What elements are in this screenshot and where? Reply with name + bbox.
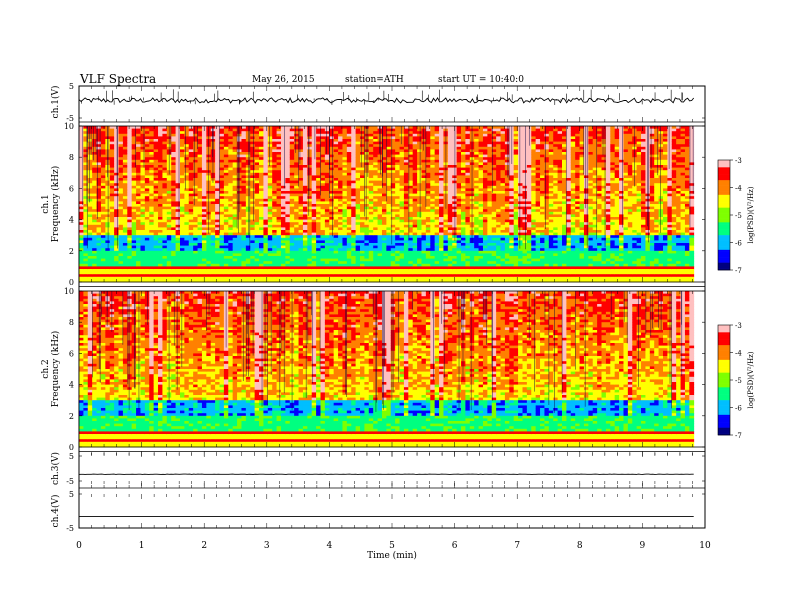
colorbar-label: log(PSD)(V²/Hz) (747, 186, 755, 243)
colorbar-tick-label: -4 (735, 350, 742, 358)
colorbar-tick-label: -6 (735, 240, 742, 248)
colorbar-tick-label: -4 (735, 185, 742, 193)
y-tick-label: 6 (69, 349, 74, 358)
y-tick-label: 0 (69, 443, 74, 452)
y-axis-label: ch.4(V) (50, 495, 61, 528)
y-tick-label: 0 (69, 278, 74, 287)
station-label: station=ATH (345, 75, 404, 85)
y-tick-label: 10 (64, 287, 74, 296)
y-tick-label: -5 (66, 477, 74, 486)
colorbar-tick-label: -3 (735, 157, 742, 165)
waveform-trace-1 (78, 97, 695, 104)
date-label: May 26, 2015 (252, 75, 315, 85)
colorbar-tick-label: -5 (735, 212, 742, 220)
y-tick-label: 4 (69, 381, 74, 390)
x-tick-label: 6 (452, 541, 458, 551)
colorbar-tick-label: -7 (735, 267, 742, 275)
colorbar-2: -3 -4 -5 -6 -7 log(PSD)(V²/Hz) (717, 157, 755, 275)
x-tick-label: 1 (139, 541, 145, 551)
colorbar-tick-label: -6 (735, 405, 742, 413)
y-tick-label: 5 (69, 452, 74, 461)
y-tick-label: 8 (69, 153, 74, 162)
y-axis-label: ch.3(V) (50, 452, 61, 485)
x-tick-label: 7 (514, 541, 520, 551)
y-tick-label: 4 (69, 216, 74, 225)
waveform-1 (78, 89, 695, 105)
colorbar-tick-label: -7 (735, 432, 742, 440)
x-tick-label: 5 (389, 541, 395, 551)
y-tick-label: 2 (69, 412, 74, 421)
y-axis-label: ch.1(V) (50, 86, 61, 119)
colorbar-label: log(PSD)(V²/Hz) (747, 351, 755, 408)
colorbar-3: -3 -4 -5 -6 -7 log(PSD)(V²/Hz) (717, 322, 755, 440)
chart-title: VLF Spectra (80, 72, 157, 86)
x-tick-label: 3 (264, 541, 270, 551)
y-tick-label: 5 (69, 82, 74, 91)
y-tick-label: 6 (69, 184, 74, 193)
x-tick-label: 4 (327, 541, 333, 551)
x-axis-label: Time (min) (367, 550, 417, 561)
spectrogram-3 (78, 290, 706, 448)
y-tick-label: 5 (69, 490, 74, 499)
colorbar-tick-label: -3 (735, 322, 742, 330)
y-tick-label: 2 (69, 247, 74, 256)
y-axis-label: ch.1 (41, 194, 51, 213)
y-axis-label: Frequency (kHz) (50, 331, 61, 408)
y-tick-label: 10 (64, 122, 74, 131)
colorbar-tick-label: -5 (735, 377, 742, 385)
y-tick-label: -5 (66, 524, 74, 533)
x-tick-label: 8 (577, 541, 583, 551)
start-time-label: start UT = 10:40:0 (438, 75, 524, 85)
x-tick-label: 0 (76, 541, 82, 551)
y-tick-label: 8 (69, 318, 74, 327)
y-axis-label: ch.2 (41, 359, 51, 378)
x-tick-label: 2 (201, 541, 207, 551)
x-tick-label: 9 (640, 541, 646, 551)
y-axis-label: Frequency (kHz) (50, 166, 61, 243)
y-tick-label: -5 (66, 114, 74, 123)
spectrogram-2 (78, 125, 706, 283)
x-tick-label: 10 (699, 541, 711, 551)
